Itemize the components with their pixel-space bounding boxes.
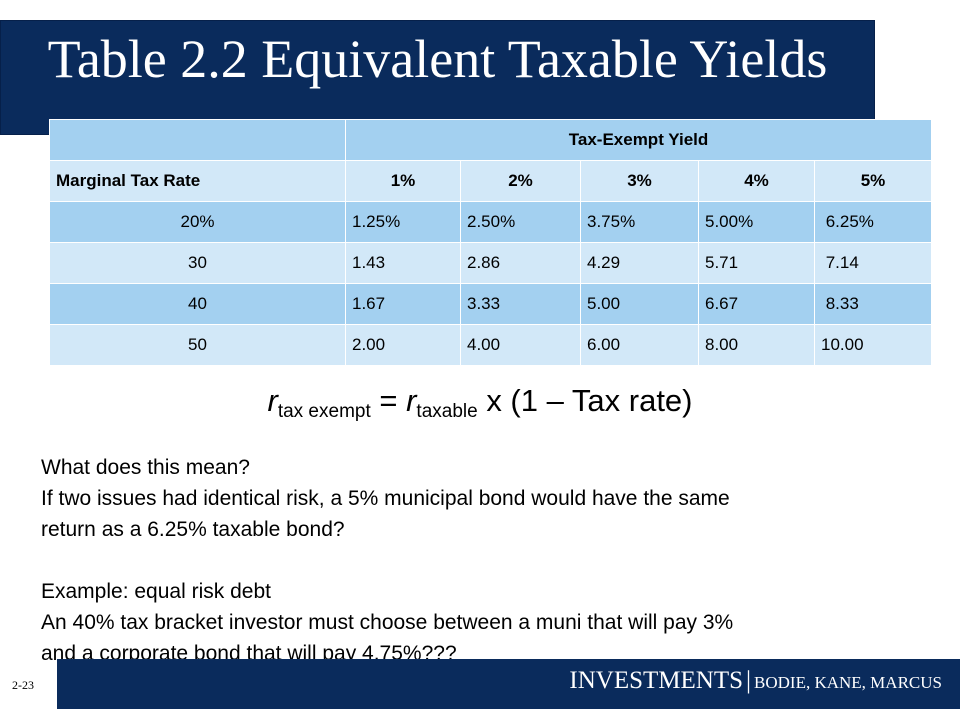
yield-cell: 6.67 — [698, 283, 815, 325]
tax-rate-cell: 50 — [49, 324, 346, 366]
yield-cell: 6.00 — [580, 324, 699, 366]
formula-rhs-symbol: r — [406, 383, 417, 418]
table-column-header-row: Marginal Tax Rate 1% 2% 3% 4% 5% — [49, 160, 933, 202]
yield-cell: 7.14 — [813, 242, 933, 284]
body-spacer — [41, 545, 941, 576]
slide-title: Table 2.2 Equivalent Taxable Yields — [47, 29, 828, 89]
tax-exempt-yield-header: Tax-Exempt Yield — [344, 119, 933, 161]
yield-cell: 5.71 — [698, 242, 815, 284]
yield-cell: 2.86 — [460, 242, 581, 284]
column-header: 2% — [460, 160, 581, 202]
body-line: An 40% tax bracket investor must choose … — [41, 611, 734, 634]
column-header: 5% — [813, 160, 933, 202]
tax-rate-cell: 30 — [49, 242, 346, 284]
column-header: 4% — [698, 160, 815, 202]
title-bar: Table 2.2 Equivalent Taxable Yields — [0, 20, 875, 135]
explanation-text: What does this mean? If two issues had i… — [41, 452, 941, 669]
tax-equivalence-formula: rtax exempt = rtaxable x (1 – Tax rate) — [0, 383, 960, 423]
tax-rate-cell: 40 — [49, 283, 346, 325]
table-row: 30 1.43 2.86 4.29 5.71 7.14 — [49, 242, 933, 284]
footer-branding: INVESTMENTS | BODIE, KANE, MARCUS — [569, 667, 942, 695]
body-line: What does this mean? — [41, 456, 250, 479]
yield-cell: 6.25% — [813, 201, 933, 243]
yield-cell: 4.29 — [580, 242, 699, 284]
marginal-tax-rate-header: Marginal Tax Rate — [49, 160, 346, 202]
footer-authors: BODIE, KANE, MARCUS — [754, 673, 942, 692]
page-number: 2-23 — [12, 678, 34, 692]
table-row: 20% 1.25% 2.50% 3.75% 5.00% 6.25% — [49, 201, 933, 243]
yield-cell: 10.00 — [813, 324, 933, 366]
yield-cell: 8.33 — [813, 283, 933, 325]
footer-brand: INVESTMENTS — [569, 667, 744, 694]
table-row: 50 2.00 4.00 6.00 8.00 10.00 — [49, 324, 933, 366]
equivalent-yields-table: Tax-Exempt Yield Marginal Tax Rate 1% 2%… — [49, 119, 933, 366]
yield-cell: 5.00 — [580, 283, 699, 325]
formula-lhs-subscript: tax exempt — [277, 401, 371, 422]
yield-cell: 5.00% — [698, 201, 815, 243]
yield-cell: 2.50% — [460, 201, 581, 243]
formula-rhs-subscript: taxable — [416, 401, 478, 422]
column-header: 1% — [345, 160, 461, 202]
table-corner-cell — [49, 119, 346, 161]
yield-cell: 2.00 — [345, 324, 461, 366]
body-line: Example: equal risk debt — [41, 580, 271, 603]
table-group-header-row: Tax-Exempt Yield — [49, 119, 933, 161]
footer-separator: | — [746, 667, 752, 694]
yield-cell: 4.00 — [460, 324, 581, 366]
tax-rate-cell: 20% — [49, 201, 346, 243]
body-line: return as a 6.25% taxable bond? — [41, 518, 345, 541]
formula-equals: = — [370, 383, 407, 418]
yield-cell: 8.00 — [698, 324, 815, 366]
formula-lhs-symbol: r — [267, 383, 278, 418]
body-line: If two issues had identical risk, a 5% m… — [41, 487, 730, 510]
yield-cell: 3.33 — [460, 283, 581, 325]
yield-cell: 1.25% — [345, 201, 461, 243]
yield-cell: 1.67 — [345, 283, 461, 325]
table-row: 40 1.67 3.33 5.00 6.67 8.33 — [49, 283, 933, 325]
formula-rhs-expression: x (1 – Tax rate) — [477, 383, 693, 418]
yield-cell: 1.43 — [345, 242, 461, 284]
yield-cell: 3.75% — [580, 201, 699, 243]
column-header: 3% — [580, 160, 699, 202]
footer-bar: INVESTMENTS | BODIE, KANE, MARCUS — [57, 659, 960, 709]
